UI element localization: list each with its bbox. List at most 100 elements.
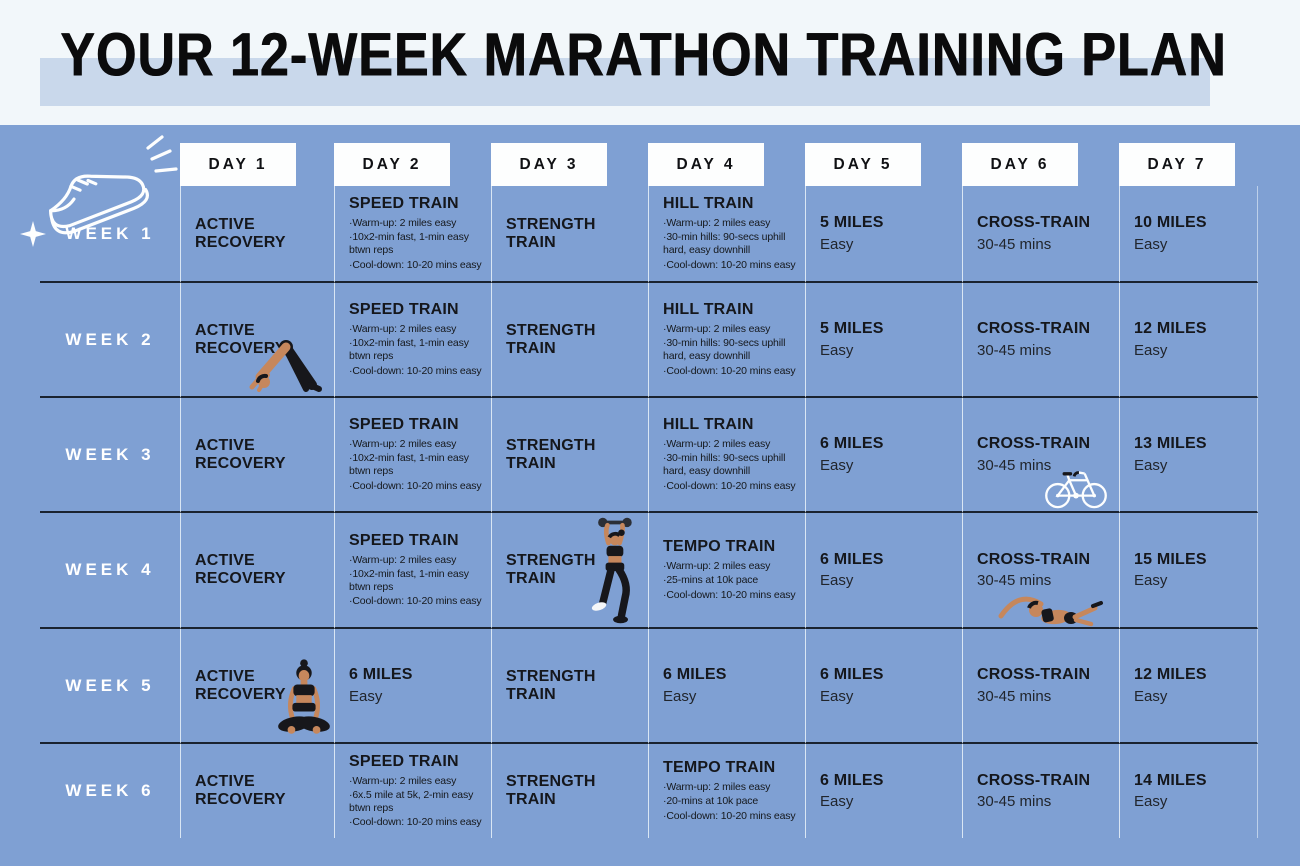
- cell-week6-day3: STRENGTH TRAIN: [491, 744, 648, 838]
- workout-detail: ·Warm-up: 2 miles easy: [349, 774, 457, 787]
- day-header-label: DAY 3: [519, 155, 579, 173]
- workout-title: 6 MILES: [820, 666, 884, 684]
- workout-sub: Easy: [1134, 341, 1168, 359]
- week-label-1: WEEK 1: [40, 186, 180, 283]
- workout-detail: ·25-mins at 10k pace: [663, 574, 759, 587]
- cell-week3-day2: SPEED TRAIN ·Warm-up: 2 miles easy ·10x2-m…: [334, 398, 491, 513]
- workout-detail: ·Cool-down: 10-20 mins easy: [663, 479, 796, 492]
- workout-detail: ·Cool-down: 10-20 mins easy: [663, 588, 796, 601]
- day-header-box-3: DAY 3: [491, 143, 607, 186]
- day-header-box-1: DAY 1: [180, 143, 296, 186]
- workout-detail: ·Warm-up: 2 miles easy: [663, 323, 771, 336]
- day-header-label: DAY 6: [990, 155, 1050, 173]
- workout-sub: Easy: [1134, 793, 1168, 811]
- cell-week5-day4: 6 MILES Easy: [648, 629, 805, 744]
- cell-week2-day3: STRENGTH TRAIN: [491, 283, 648, 398]
- cell-week5-day3: STRENGTH TRAIN: [491, 629, 648, 744]
- cell-week4-day6: CROSS-TRAIN 30-45 mins: [962, 513, 1119, 629]
- cell-week1-day3: STRENGTH TRAIN: [491, 186, 648, 283]
- cell-week2-day2: SPEED TRAIN ·Warm-up: 2 miles easy ·10x2-m…: [334, 283, 491, 398]
- day-header-label: DAY 2: [362, 155, 422, 173]
- workout-title: 14 MILES: [1134, 771, 1207, 789]
- workout-detail: ·Warm-up: 2 miles easy: [349, 217, 457, 230]
- day-header-label: DAY 4: [676, 155, 736, 173]
- workout-title: 15 MILES: [1134, 550, 1207, 568]
- workout-title: HILL TRAIN: [663, 416, 754, 434]
- workout-title: CROSS-TRAIN: [977, 435, 1091, 453]
- training-board: DAY 1 DAY 2 DAY 3 DAY 4 DAY 5 DAY 6 DAY 7 WEEK …: [0, 125, 1300, 866]
- workout-detail: ·Warm-up: 2 miles easy: [663, 781, 771, 794]
- running-shoe-icon: [24, 129, 196, 247]
- workout-title: 6 MILES: [820, 550, 884, 568]
- cell-week5-day5: 6 MILES Easy: [805, 629, 962, 744]
- workout-detail: ·Cool-down: 10-20 mins easy: [663, 809, 796, 822]
- workout-sub: Easy: [1134, 687, 1168, 705]
- page-title: YOUR 12-WEEK MARATHON TRAINING PLAN: [60, 21, 1227, 90]
- workout-title: SPEED TRAIN: [349, 752, 459, 770]
- workout-title: 13 MILES: [1134, 435, 1207, 453]
- workout-title: CROSS-TRAIN: [977, 320, 1091, 338]
- workout-sub: 30-45 mins: [977, 793, 1052, 811]
- workout-sub: Easy: [349, 687, 383, 705]
- workout-sub: Easy: [820, 793, 854, 811]
- week-label-6: WEEK 6: [65, 781, 155, 800]
- workout-sub: Easy: [820, 572, 854, 590]
- cell-week2-day6: CROSS-TRAIN 30-45 mins: [962, 283, 1119, 398]
- day-header-box-4: DAY 4: [648, 143, 764, 186]
- cell-week2-day4: HILL TRAIN ·Warm-up: 2 miles easy ·30-min …: [648, 283, 805, 398]
- sparkle-icon: [20, 221, 46, 247]
- workout-title: 5 MILES: [820, 214, 884, 232]
- workout-detail: ·Warm-up: 2 miles easy: [663, 438, 771, 451]
- workout-detail: ·Warm-up: 2 miles easy: [663, 560, 771, 573]
- workout-title: 12 MILES: [1134, 666, 1207, 684]
- cell-week5-day2: 6 MILES Easy: [334, 629, 491, 744]
- workout-detail: ·Warm-up: 2 miles easy: [349, 323, 457, 336]
- workout-title: CROSS-TRAIN: [977, 214, 1091, 232]
- week-label-5: WEEK 5: [40, 629, 180, 744]
- day-header-label: DAY 1: [208, 155, 268, 173]
- cell-week6-day4: TEMPO TRAIN ·Warm-up: 2 miles easy ·20-min…: [648, 744, 805, 838]
- workout-detail: ·30-min hills: 90-secs uphill hard, easy…: [663, 231, 786, 257]
- cell-week1-day6: CROSS-TRAIN 30-45 mins: [962, 186, 1119, 283]
- workout-title: STRENGTH TRAIN: [506, 321, 596, 357]
- cell-week2-day1: ACTIVE RECOVERY: [180, 283, 334, 398]
- workout-title: SPEED TRAIN: [349, 416, 459, 434]
- workout-title: 10 MILES: [1134, 214, 1207, 232]
- cell-week6-day5: 6 MILES Easy: [805, 744, 962, 838]
- cell-week4-day2: SPEED TRAIN ·Warm-up: 2 miles easy ·10x2-m…: [334, 513, 491, 629]
- workout-detail: ·10x2-min fast, 1-min easy btwn reps: [349, 452, 469, 478]
- workout-title: CROSS-TRAIN: [977, 550, 1091, 568]
- cell-week4-day7: 15 MILES Easy: [1119, 513, 1258, 629]
- workout-detail: ·Warm-up: 2 miles easy: [349, 553, 457, 566]
- workout-title: SPEED TRAIN: [349, 195, 459, 213]
- workout-title: STRENGTH TRAIN: [506, 552, 596, 587]
- cell-week1-day4: HILL TRAIN ·Warm-up: 2 miles easy ·30-min …: [648, 186, 805, 283]
- cell-week4-day4: TEMPO TRAIN ·Warm-up: 2 miles easy ·25-min…: [648, 513, 805, 629]
- week-label-2: WEEK 2: [40, 283, 180, 398]
- workout-title: HILL TRAIN: [663, 195, 754, 213]
- cell-week1-day5: 5 MILES Easy: [805, 186, 962, 283]
- workout-detail: ·Warm-up: 2 miles easy: [349, 438, 457, 451]
- cell-week6-day2: SPEED TRAIN ·Warm-up: 2 miles easy ·6x.5 m…: [334, 744, 491, 838]
- workout-title: ACTIVE RECOVERY: [195, 215, 286, 251]
- workout-detail: ·30-min hills: 90-secs uphill hard, easy…: [663, 452, 786, 478]
- workout-detail: ·30-min hills: 90-secs uphill hard, easy…: [663, 337, 786, 363]
- workout-title: ACTIVE RECOVERY: [195, 773, 286, 808]
- workout-detail: ·6x.5 mile at 5k, 2-min easy btwn reps: [349, 788, 474, 814]
- workout-sub: Easy: [1134, 235, 1168, 253]
- workout-sub: 30-45 mins: [977, 341, 1052, 359]
- workout-title: CROSS-TRAIN: [977, 666, 1091, 684]
- workout-detail: ·Cool-down: 10-20 mins easy: [663, 364, 796, 377]
- cell-week3-day4: HILL TRAIN ·Warm-up: 2 miles easy ·30-min …: [648, 398, 805, 513]
- workout-title: STRENGTH TRAIN: [506, 215, 596, 251]
- workout-title: 5 MILES: [820, 320, 884, 338]
- workout-sub: Easy: [820, 235, 854, 253]
- cell-week4-day1: ACTIVE RECOVERY: [180, 513, 334, 629]
- cell-week1-day1: ACTIVE RECOVERY: [180, 186, 334, 283]
- cell-week5-day1: ACTIVE RECOVERY: [180, 629, 334, 744]
- workout-title: ACTIVE RECOVERY: [195, 321, 286, 357]
- workout-title: 6 MILES: [820, 771, 884, 789]
- workout-title: 6 MILES: [820, 435, 884, 453]
- workout-detail: ·Warm-up: 2 miles easy: [663, 217, 771, 230]
- day-header-box-7: DAY 7: [1119, 143, 1235, 186]
